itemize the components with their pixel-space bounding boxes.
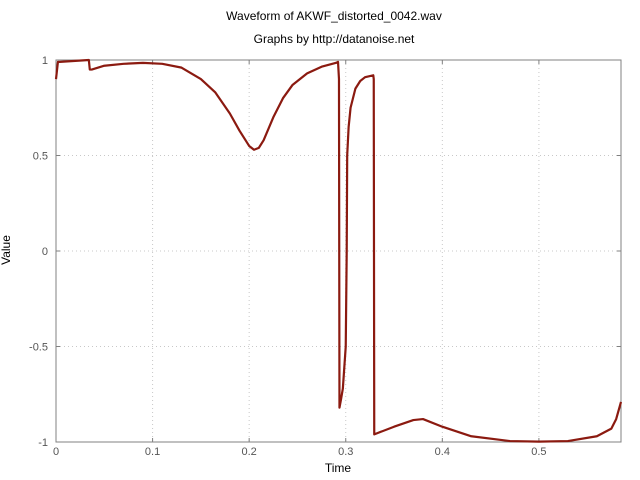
x-axis-label: Time xyxy=(325,461,352,475)
x-tick-label: 0 xyxy=(53,446,59,458)
chart-title: Waveform of AKWF_distorted_0042.wav xyxy=(226,9,442,23)
x-tick-label: 0.2 xyxy=(242,446,257,458)
chart-subtitle: Graphs by http://datanoise.net xyxy=(254,32,415,46)
y-axis-label: Value xyxy=(0,235,13,265)
x-tick-label: 0.3 xyxy=(338,446,353,458)
y-tick-label: -1 xyxy=(38,437,48,449)
y-tick-label: 1 xyxy=(42,55,48,67)
waveform-line xyxy=(54,58,623,443)
x-tick-label: 0.5 xyxy=(531,446,546,458)
y-tick-label: 0 xyxy=(42,246,48,258)
x-tick-label: 0.4 xyxy=(435,446,450,458)
axis-ticks: 0 0.1 0.2 0.3 0.4 0.5 1 0.5 0 -0.5 -1 xyxy=(29,55,621,458)
y-tick-label: 0.5 xyxy=(33,151,48,163)
x-tick-label: 0.1 xyxy=(145,446,160,458)
y-tick-label: -0.5 xyxy=(29,342,48,354)
